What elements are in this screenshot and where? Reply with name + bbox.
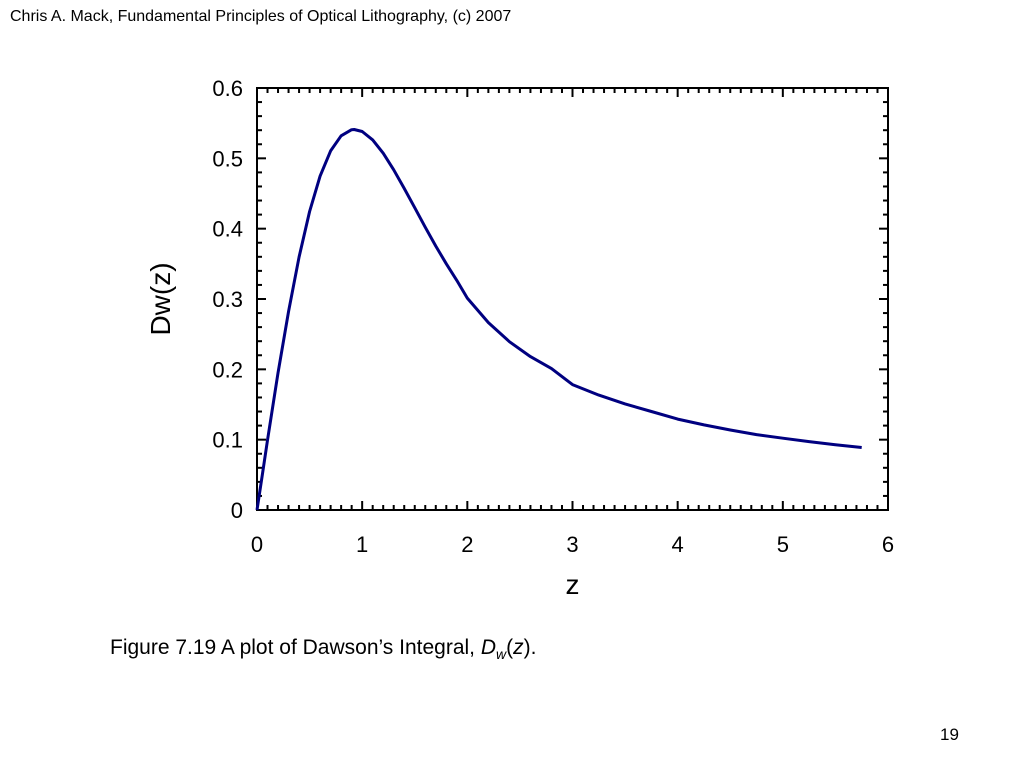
chart: 0 1 2 3 4 5 6 0 0.1 0.2 0.3 0.4 0.5 0.6 z Dw(z) xyxy=(145,76,894,600)
x-axis-label: z xyxy=(566,569,580,600)
y-tick-label: 0.6 xyxy=(212,76,243,101)
y-axis-label: Dw(z) xyxy=(145,262,176,335)
y-tick-label: 0.4 xyxy=(212,217,243,242)
caption-symbol: D xyxy=(480,636,497,659)
y-tick-label: 0.1 xyxy=(212,428,243,453)
y-tick-label: 0.2 xyxy=(212,357,243,382)
plot-frame xyxy=(256,87,889,511)
dawson-curve xyxy=(255,128,862,511)
figure-caption: Figure 7.19 A plot of Dawson’s Integral,… xyxy=(110,636,536,662)
x-tick-label: 2 xyxy=(461,532,473,557)
caption-close: ). xyxy=(523,636,537,659)
slide-header: Chris A. Mack, Fundamental Principles of… xyxy=(10,8,512,25)
x-tick-label: 0 xyxy=(251,532,263,557)
dawson-integral-plot: 0 1 2 3 4 5 6 0 0.1 0.2 0.3 0.4 0.5 0.6 z Dw(z) xyxy=(145,76,894,600)
x-tick-label: 4 xyxy=(672,532,684,557)
caption-text: Figure 7.19 A plot of Dawson’s Integral, xyxy=(110,636,481,659)
caption-subscript: w xyxy=(496,646,507,663)
x-tick-label: 5 xyxy=(777,532,789,557)
x-tick-label: 6 xyxy=(882,532,894,557)
y-tick-label: 0.3 xyxy=(212,287,243,312)
x-tick-label: 1 xyxy=(356,532,368,557)
caption-argument: z xyxy=(513,636,524,659)
x-tick-label: 3 xyxy=(566,532,578,557)
y-tick-label: 0.5 xyxy=(212,146,243,171)
caption-open-paren: ( xyxy=(506,636,514,659)
y-tick-label: 0 xyxy=(231,498,243,523)
page-number: 19 xyxy=(940,725,959,744)
